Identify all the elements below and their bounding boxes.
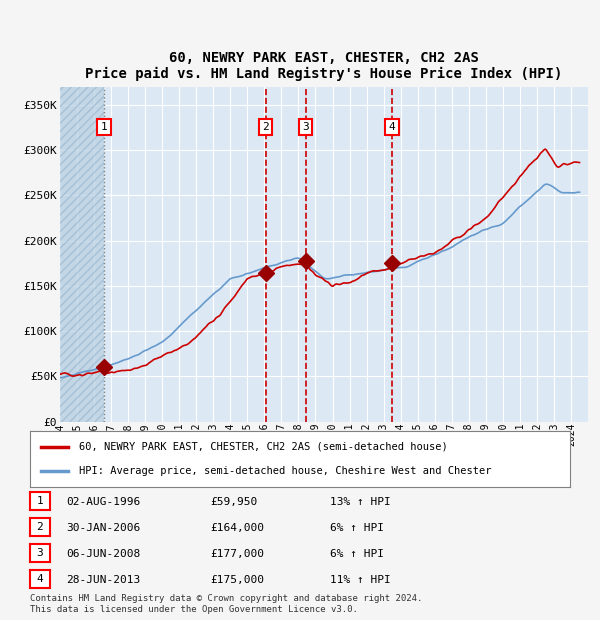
Text: 30-JAN-2006: 30-JAN-2006 <box>66 523 140 533</box>
Text: 4: 4 <box>389 122 395 132</box>
Text: 4: 4 <box>37 574 43 584</box>
Text: 06-JUN-2008: 06-JUN-2008 <box>66 549 140 559</box>
Text: 6% ↑ HPI: 6% ↑ HPI <box>330 523 384 533</box>
Text: 28-JUN-2013: 28-JUN-2013 <box>66 575 140 585</box>
Bar <box>60 87 104 422</box>
Text: Contains HM Land Registry data © Crown copyright and database right 2024.
This d: Contains HM Land Registry data © Crown c… <box>30 595 422 614</box>
Text: 1: 1 <box>101 122 107 132</box>
Text: £164,000: £164,000 <box>210 523 264 533</box>
Text: 1: 1 <box>37 496 43 506</box>
Text: HPI: Average price, semi-detached house, Cheshire West and Chester: HPI: Average price, semi-detached house,… <box>79 466 491 476</box>
Text: 6% ↑ HPI: 6% ↑ HPI <box>330 549 384 559</box>
Text: £177,000: £177,000 <box>210 549 264 559</box>
Text: 2: 2 <box>37 522 43 532</box>
Text: 3: 3 <box>302 122 309 132</box>
Text: 3: 3 <box>37 548 43 558</box>
Text: 2: 2 <box>262 122 269 132</box>
Title: 60, NEWRY PARK EAST, CHESTER, CH2 2AS
Price paid vs. HM Land Registry's House Pr: 60, NEWRY PARK EAST, CHESTER, CH2 2AS Pr… <box>85 51 563 81</box>
Text: 13% ↑ HPI: 13% ↑ HPI <box>330 497 391 507</box>
Text: 02-AUG-1996: 02-AUG-1996 <box>66 497 140 507</box>
Text: £59,950: £59,950 <box>210 497 257 507</box>
Text: £175,000: £175,000 <box>210 575 264 585</box>
Text: 60, NEWRY PARK EAST, CHESTER, CH2 2AS (semi-detached house): 60, NEWRY PARK EAST, CHESTER, CH2 2AS (s… <box>79 441 448 451</box>
Text: 11% ↑ HPI: 11% ↑ HPI <box>330 575 391 585</box>
